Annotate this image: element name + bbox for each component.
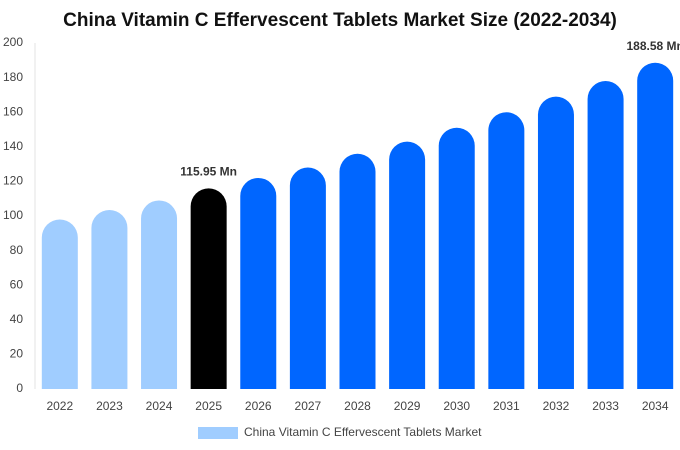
y-tick-label: 100 [3, 208, 23, 222]
x-tick-label: 2024 [146, 399, 173, 413]
y-tick-label: 200 [3, 35, 23, 49]
value-label: 188.58 Mn [627, 39, 680, 53]
bar [488, 112, 525, 389]
x-tick-label: 2030 [443, 399, 470, 413]
y-tick-label: 60 [10, 277, 24, 291]
bar [438, 127, 475, 389]
x-tick-label: 2029 [394, 399, 421, 413]
bar [389, 141, 426, 389]
y-tick-label: 120 [3, 174, 23, 188]
y-tick-label: 20 [10, 347, 24, 361]
x-tick-label: 2028 [344, 399, 371, 413]
bar [190, 188, 227, 389]
y-tick-label: 140 [3, 139, 23, 153]
legend-label: China Vitamin C Effervescent Tablets Mar… [244, 425, 482, 439]
x-tick-label: 2032 [543, 399, 570, 413]
bar [240, 177, 277, 389]
bar [91, 209, 128, 389]
y-tick-label: 80 [10, 243, 24, 257]
x-tick-label: 2027 [295, 399, 322, 413]
x-tick-label: 2022 [46, 399, 73, 413]
bar [289, 167, 326, 389]
x-tick-label: 2031 [493, 399, 520, 413]
y-tick-label: 0 [16, 381, 23, 395]
bar [537, 96, 574, 389]
bar [339, 153, 376, 389]
y-tick-label: 160 [3, 104, 23, 118]
x-tick-label: 2023 [96, 399, 123, 413]
bar [587, 81, 624, 389]
value-label: 115.95 Mn [180, 165, 237, 179]
x-tick-label: 2034 [642, 399, 669, 413]
y-tick-label: 180 [3, 70, 23, 84]
legend-swatch [198, 427, 238, 439]
y-tick-label: 40 [10, 312, 24, 326]
chart-title: China Vitamin C Effervescent Tablets Mar… [63, 10, 617, 31]
bar [637, 62, 674, 390]
bar [141, 200, 178, 389]
x-tick-label: 2026 [245, 399, 272, 413]
x-tick-label: 2033 [592, 399, 619, 413]
x-tick-label: 2025 [195, 399, 222, 413]
bar [41, 219, 78, 389]
